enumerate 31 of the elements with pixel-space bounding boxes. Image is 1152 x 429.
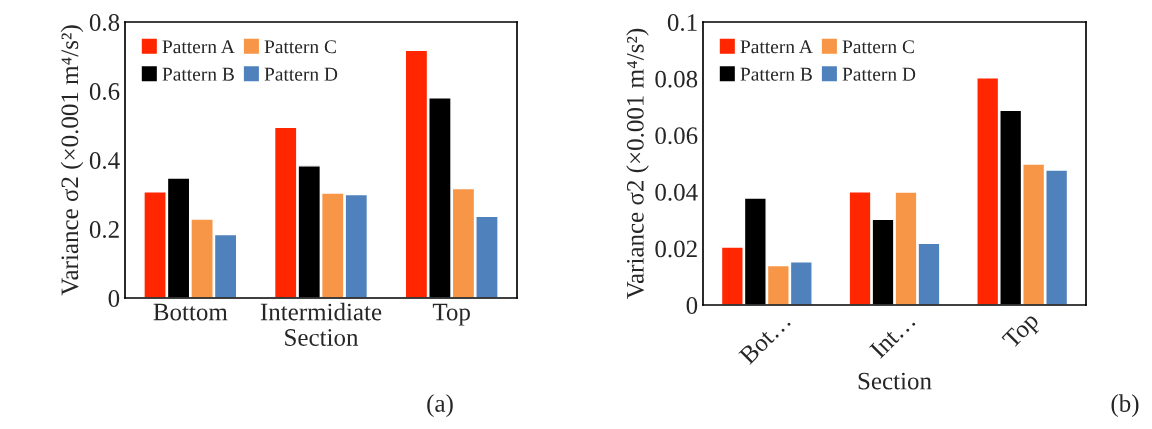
x-tick-label: Bottom bbox=[153, 303, 228, 321]
x-tick-label: Top bbox=[1001, 311, 1044, 353]
legend-label: Pattern A bbox=[162, 40, 235, 54]
y-axis-title: Variance σ2 (×0.001 m⁴/s²) bbox=[626, 28, 649, 299]
y-tick-label: 0.04 bbox=[655, 183, 698, 201]
x-tick-label: Top bbox=[432, 303, 470, 326]
y-tick-label: 0.06 bbox=[655, 127, 698, 145]
text: (a) bbox=[427, 394, 453, 417]
y-tick-label: 0 bbox=[686, 297, 698, 314]
legend-label: Pattern B bbox=[740, 67, 812, 81]
x-tick-label: Bot… bbox=[738, 312, 792, 366]
y-tick-label: 0.08 bbox=[655, 70, 698, 88]
y-tick-label: 0.8 bbox=[89, 14, 120, 32]
y-tick-label: 0.6 bbox=[89, 83, 120, 101]
y-tick-label: 0 bbox=[108, 290, 120, 307]
legend-label: Pattern B bbox=[162, 67, 234, 81]
legend-label: Pattern C bbox=[264, 40, 336, 54]
legend-label: Pattern D bbox=[842, 67, 916, 81]
x-tick-label: Intermidiate bbox=[260, 302, 382, 321]
legend-label: Pattern A bbox=[740, 40, 813, 54]
y-tick-label: 0.4 bbox=[89, 152, 120, 170]
text: (b) bbox=[1111, 394, 1139, 417]
y-tick-label: 0.1 bbox=[667, 14, 697, 32]
x-axis-title: Section bbox=[858, 372, 932, 390]
y-tick-label: 0.02 bbox=[655, 240, 697, 258]
x-tick-label: Int… bbox=[869, 312, 916, 360]
x-axis-title: Section bbox=[285, 329, 359, 346]
legend-label: Pattern C bbox=[842, 40, 914, 54]
y-axis-title: Variance σ2 (×0.001 m⁴/s²) bbox=[60, 25, 84, 296]
y-tick-label: 0.2 bbox=[89, 221, 119, 239]
legend-label: Pattern D bbox=[264, 67, 338, 81]
